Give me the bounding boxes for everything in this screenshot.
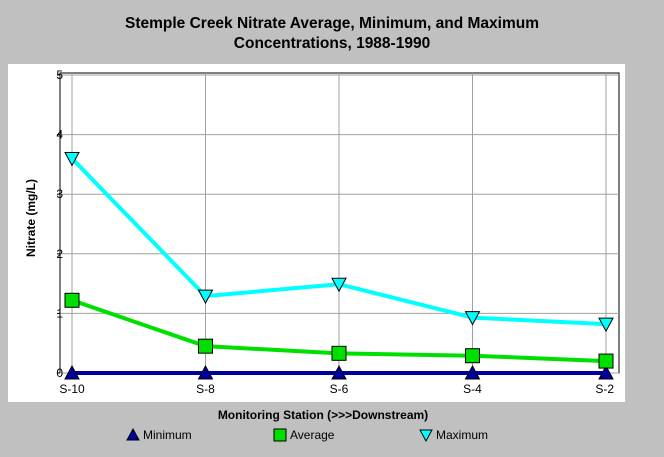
chart-title-line-1: Stemple Creek Nitrate Average, Minimum, …	[124, 15, 540, 32]
data-point-maximum	[64, 151, 80, 167]
data-point-minimum	[64, 364, 80, 380]
data-point-maximum	[331, 277, 347, 293]
legend-marker	[273, 428, 287, 442]
series-minimum	[64, 364, 614, 380]
data-point-average	[64, 292, 80, 308]
legend-label: Average	[290, 428, 335, 442]
legend-item-maximum: Maximum	[419, 428, 488, 443]
data-point-minimum	[331, 364, 347, 380]
y-tick-label: 1	[56, 306, 63, 320]
y-tick-label: 5	[56, 68, 63, 82]
legend-item-average: Average	[273, 428, 335, 442]
legend-item-minimum: Minimum	[126, 427, 192, 442]
series-layer	[64, 151, 614, 380]
chart-title-line-2: Concentrations, 1988-1990	[233, 35, 431, 52]
data-point-average	[598, 353, 614, 369]
data-point-maximum	[598, 317, 614, 333]
y-axis-title: Nitrate (mg/L)	[24, 179, 38, 257]
x-tick-label: S-2	[595, 382, 614, 396]
data-point-minimum	[464, 364, 481, 380]
data-point-average	[198, 338, 213, 354]
legend-marker	[419, 429, 433, 443]
x-axis-title: Monitoring Station (>>>Downstream)	[218, 408, 428, 422]
chart-title: Stemple Creek Nitrate Average, Minimum, …	[0, 14, 664, 54]
data-point-average	[331, 345, 347, 361]
x-tick-label: S-4	[463, 382, 482, 396]
x-tick-label: S-10	[59, 382, 85, 396]
series-average	[64, 292, 614, 369]
series-maximum	[64, 151, 614, 333]
y-tick-label: 0	[56, 366, 63, 380]
legend: Minimum Average Maximum	[126, 427, 488, 443]
data-point-maximum	[464, 311, 481, 326]
data-point-maximum	[197, 289, 214, 305]
data-point-minimum	[598, 364, 614, 380]
y-tick-label: 4	[56, 128, 63, 142]
y-tick-label: 3	[56, 187, 63, 201]
x-tick-label: S-6	[330, 382, 349, 396]
tick-labels: 0 1 2 3 4 5 S-10 S-8 S-6 S-4 S-2	[56, 68, 614, 396]
x-tick-label: S-8	[196, 382, 215, 396]
data-point-average	[465, 348, 480, 364]
legend-marker	[126, 427, 140, 441]
legend-label: Maximum	[436, 428, 488, 442]
data-point-minimum	[197, 364, 214, 380]
y-tick-label: 2	[56, 247, 63, 261]
legend-label: Minimum	[143, 428, 192, 442]
